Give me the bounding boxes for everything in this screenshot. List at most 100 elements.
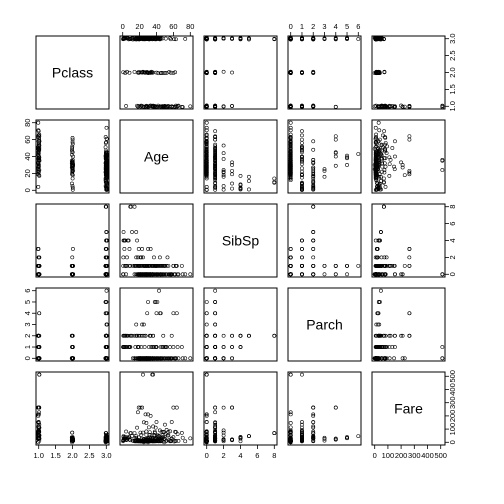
data-point [161,429,166,434]
data-point [213,105,218,109]
data-point [155,105,160,109]
data-point [36,167,41,172]
data-point [37,410,41,415]
tick-label: 100 [448,423,457,436]
data-point [148,36,153,40]
data-point [139,103,144,108]
panel-age-vs-age: Age [119,119,194,194]
tick-label: 2 [222,451,226,460]
data-point [36,145,41,150]
data-point [221,169,226,174]
data-point [373,37,378,42]
data-point [204,37,209,42]
data-point [123,263,128,268]
data-point [136,247,141,251]
data-point [213,356,218,361]
data-point [124,104,128,108]
data-point [238,174,243,178]
data-point [288,436,293,441]
data-point [288,165,293,170]
data-point [213,311,218,316]
data-point [380,161,385,166]
data-point [204,372,209,377]
data-point [288,174,293,179]
data-point [213,172,218,177]
data-point [288,135,293,139]
tick-label: 200 [448,410,457,423]
data-point [204,70,209,75]
data-point [230,333,234,338]
data-point [36,128,41,133]
data-point [204,439,209,444]
data-point [213,422,218,427]
data-point [104,322,109,327]
data-point [288,430,293,434]
data-point [288,163,293,167]
data-point [36,135,41,139]
data-point [375,255,380,260]
data-point [221,187,226,192]
data-point [157,104,162,109]
data-point [221,405,226,410]
data-point [333,263,338,268]
data-point [144,429,149,434]
data-point [300,439,304,443]
data-point [311,263,316,268]
data-point [179,345,184,349]
data-point [36,151,41,156]
data-point [311,37,316,42]
data-point [288,428,293,433]
data-point [288,439,293,444]
data-point [104,255,109,260]
data-point [247,179,251,183]
data-point [345,435,349,439]
data-point [213,180,218,185]
data-point [162,356,167,361]
data-point [183,356,188,361]
data-point [311,238,316,243]
data-point [213,137,218,142]
data-point [134,439,139,443]
data-point [288,272,293,277]
tick-label: 4 [23,311,32,315]
data-point [36,247,41,251]
data-point [204,128,209,133]
data-point [104,166,109,171]
panel-age-vs-pclass [35,119,110,194]
data-point [272,333,277,338]
data-point [70,272,75,277]
data-point [104,311,109,316]
data-point [333,105,338,109]
data-point [393,154,397,159]
data-point [147,333,152,338]
data-point [402,263,407,268]
data-point [230,70,234,75]
data-point [407,333,412,338]
data-point [407,311,412,316]
data-point [379,105,384,109]
data-point [382,255,387,260]
data-point [400,104,405,109]
data-point [136,70,141,75]
data-point [345,436,349,441]
data-point [204,167,209,172]
data-point [288,247,293,251]
data-point [400,163,405,167]
tick-label: 20 [135,22,143,31]
data-point [175,104,180,109]
data-point [213,144,218,149]
data-point [221,143,226,148]
data-point [167,70,172,74]
data-point [230,163,234,167]
data-point [180,272,185,277]
data-point [238,186,243,191]
data-point [288,128,293,133]
tick-label: 3 [322,22,326,31]
variable-label-sibsp: SibSp [222,233,260,249]
data-point [322,263,327,268]
data-point [213,300,218,304]
data-point [141,333,146,338]
panel-parch-vs-pclass [35,287,110,362]
data-point [140,247,145,251]
